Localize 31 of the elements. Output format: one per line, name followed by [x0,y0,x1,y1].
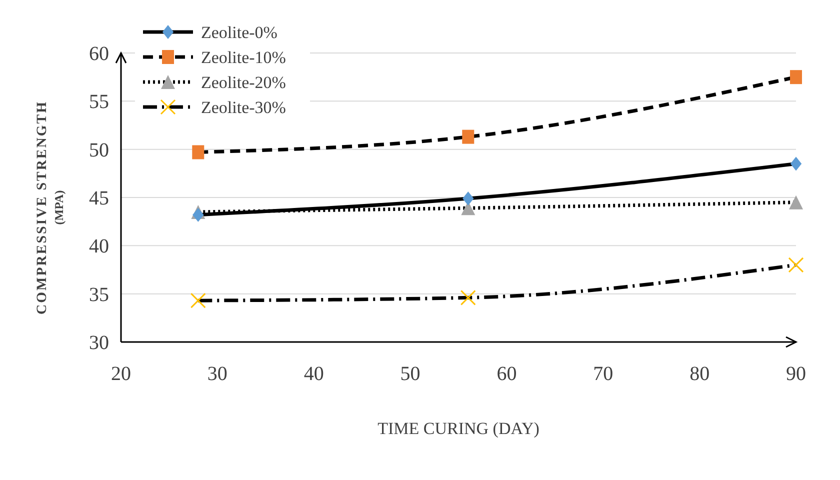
legend-label: Zeolite-30% [201,98,286,117]
point [462,191,474,206]
point [460,290,476,306]
point [192,208,204,222]
y-axis-title: COMPRESSIVE STRENGTH (MPA) [35,100,66,314]
point [790,156,802,171]
x-tick-label: 80 [690,363,710,385]
point [789,195,803,210]
x-tick-label: 50 [400,363,420,385]
x-tick-label: 90 [786,363,806,385]
point [190,292,206,308]
legend-label: Zeolite-0% [201,22,278,42]
point [790,70,802,84]
y-tick-label: 40 [89,236,109,258]
point [788,257,804,273]
legend-label: Zeolite-10% [201,48,286,67]
y-tick-label: 55 [89,91,109,114]
point [192,145,204,160]
x-tick-label: 70 [593,363,614,385]
x-axis-title: TIME CURING (DAY) [378,419,540,438]
y-tick-label: 30 [89,332,109,354]
x-tick-label: 20 [111,363,131,385]
y-tick-label: 50 [89,139,109,162]
point [462,130,474,144]
legend-label: Zeolite-20% [201,72,286,92]
y-tick-label: 35 [89,284,109,306]
x-tick-label: 60 [496,363,517,385]
y-tick-label: 45 [89,188,109,210]
x-tick-label: 40 [304,363,324,385]
x-tick-label: 30 [207,363,228,385]
y-tick-label: 60 [89,43,109,65]
